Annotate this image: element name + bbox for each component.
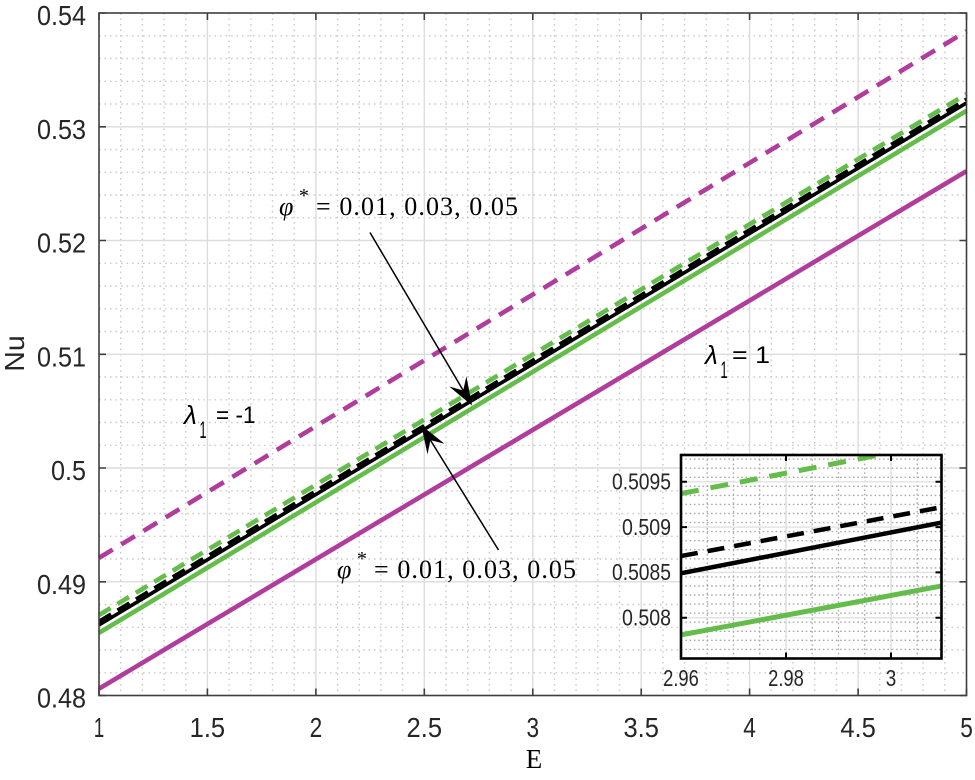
- svg-text:*: *: [356, 548, 366, 570]
- svg-text:1: 1: [200, 417, 207, 444]
- svg-text:3.5: 3.5: [623, 712, 659, 743]
- svg-text:0.5085: 0.5085: [612, 559, 671, 585]
- svg-text:λ: λ: [182, 400, 197, 430]
- svg-text:φ: φ: [279, 192, 293, 221]
- svg-text:0.54: 0.54: [37, 0, 86, 31]
- svg-text:3: 3: [886, 665, 897, 691]
- svg-text:= 1: = 1: [732, 342, 770, 369]
- svg-text:0.52: 0.52: [37, 228, 86, 259]
- svg-text:= -1: = -1: [216, 402, 256, 429]
- svg-text:*: *: [298, 185, 308, 207]
- svg-text:1: 1: [94, 712, 105, 743]
- svg-text:0.48: 0.48: [37, 683, 86, 714]
- svg-text:0.53: 0.53: [37, 114, 86, 145]
- svg-text:4.5: 4.5: [840, 712, 876, 743]
- svg-text:0.509: 0.509: [622, 514, 671, 540]
- svg-text:0.508: 0.508: [622, 605, 671, 631]
- svg-text:λ: λ: [703, 340, 718, 370]
- svg-text:φ: φ: [337, 555, 351, 584]
- svg-text:0.49: 0.49: [37, 569, 86, 600]
- svg-text:4: 4: [743, 712, 756, 743]
- svg-text:2.98: 2.98: [768, 665, 804, 691]
- svg-text:0.51: 0.51: [37, 341, 86, 372]
- svg-text:= 0.01, 0.03, 0.05: = 0.01, 0.03, 0.05: [316, 192, 518, 221]
- svg-text:1: 1: [721, 357, 728, 384]
- svg-text:1.5: 1.5: [190, 712, 226, 743]
- svg-text:0.5095: 0.5095: [612, 469, 671, 495]
- svg-text:3: 3: [527, 712, 540, 743]
- svg-text:2: 2: [310, 712, 323, 743]
- svg-text:2.5: 2.5: [407, 712, 443, 743]
- svg-text:= 0.01, 0.03, 0.05: = 0.01, 0.03, 0.05: [374, 555, 576, 584]
- svg-text:2.96: 2.96: [663, 665, 699, 691]
- svg-text:Nu: Nu: [0, 335, 30, 372]
- svg-text:E: E: [526, 744, 543, 774]
- svg-text:0.5: 0.5: [51, 455, 86, 486]
- svg-text:5: 5: [960, 712, 973, 743]
